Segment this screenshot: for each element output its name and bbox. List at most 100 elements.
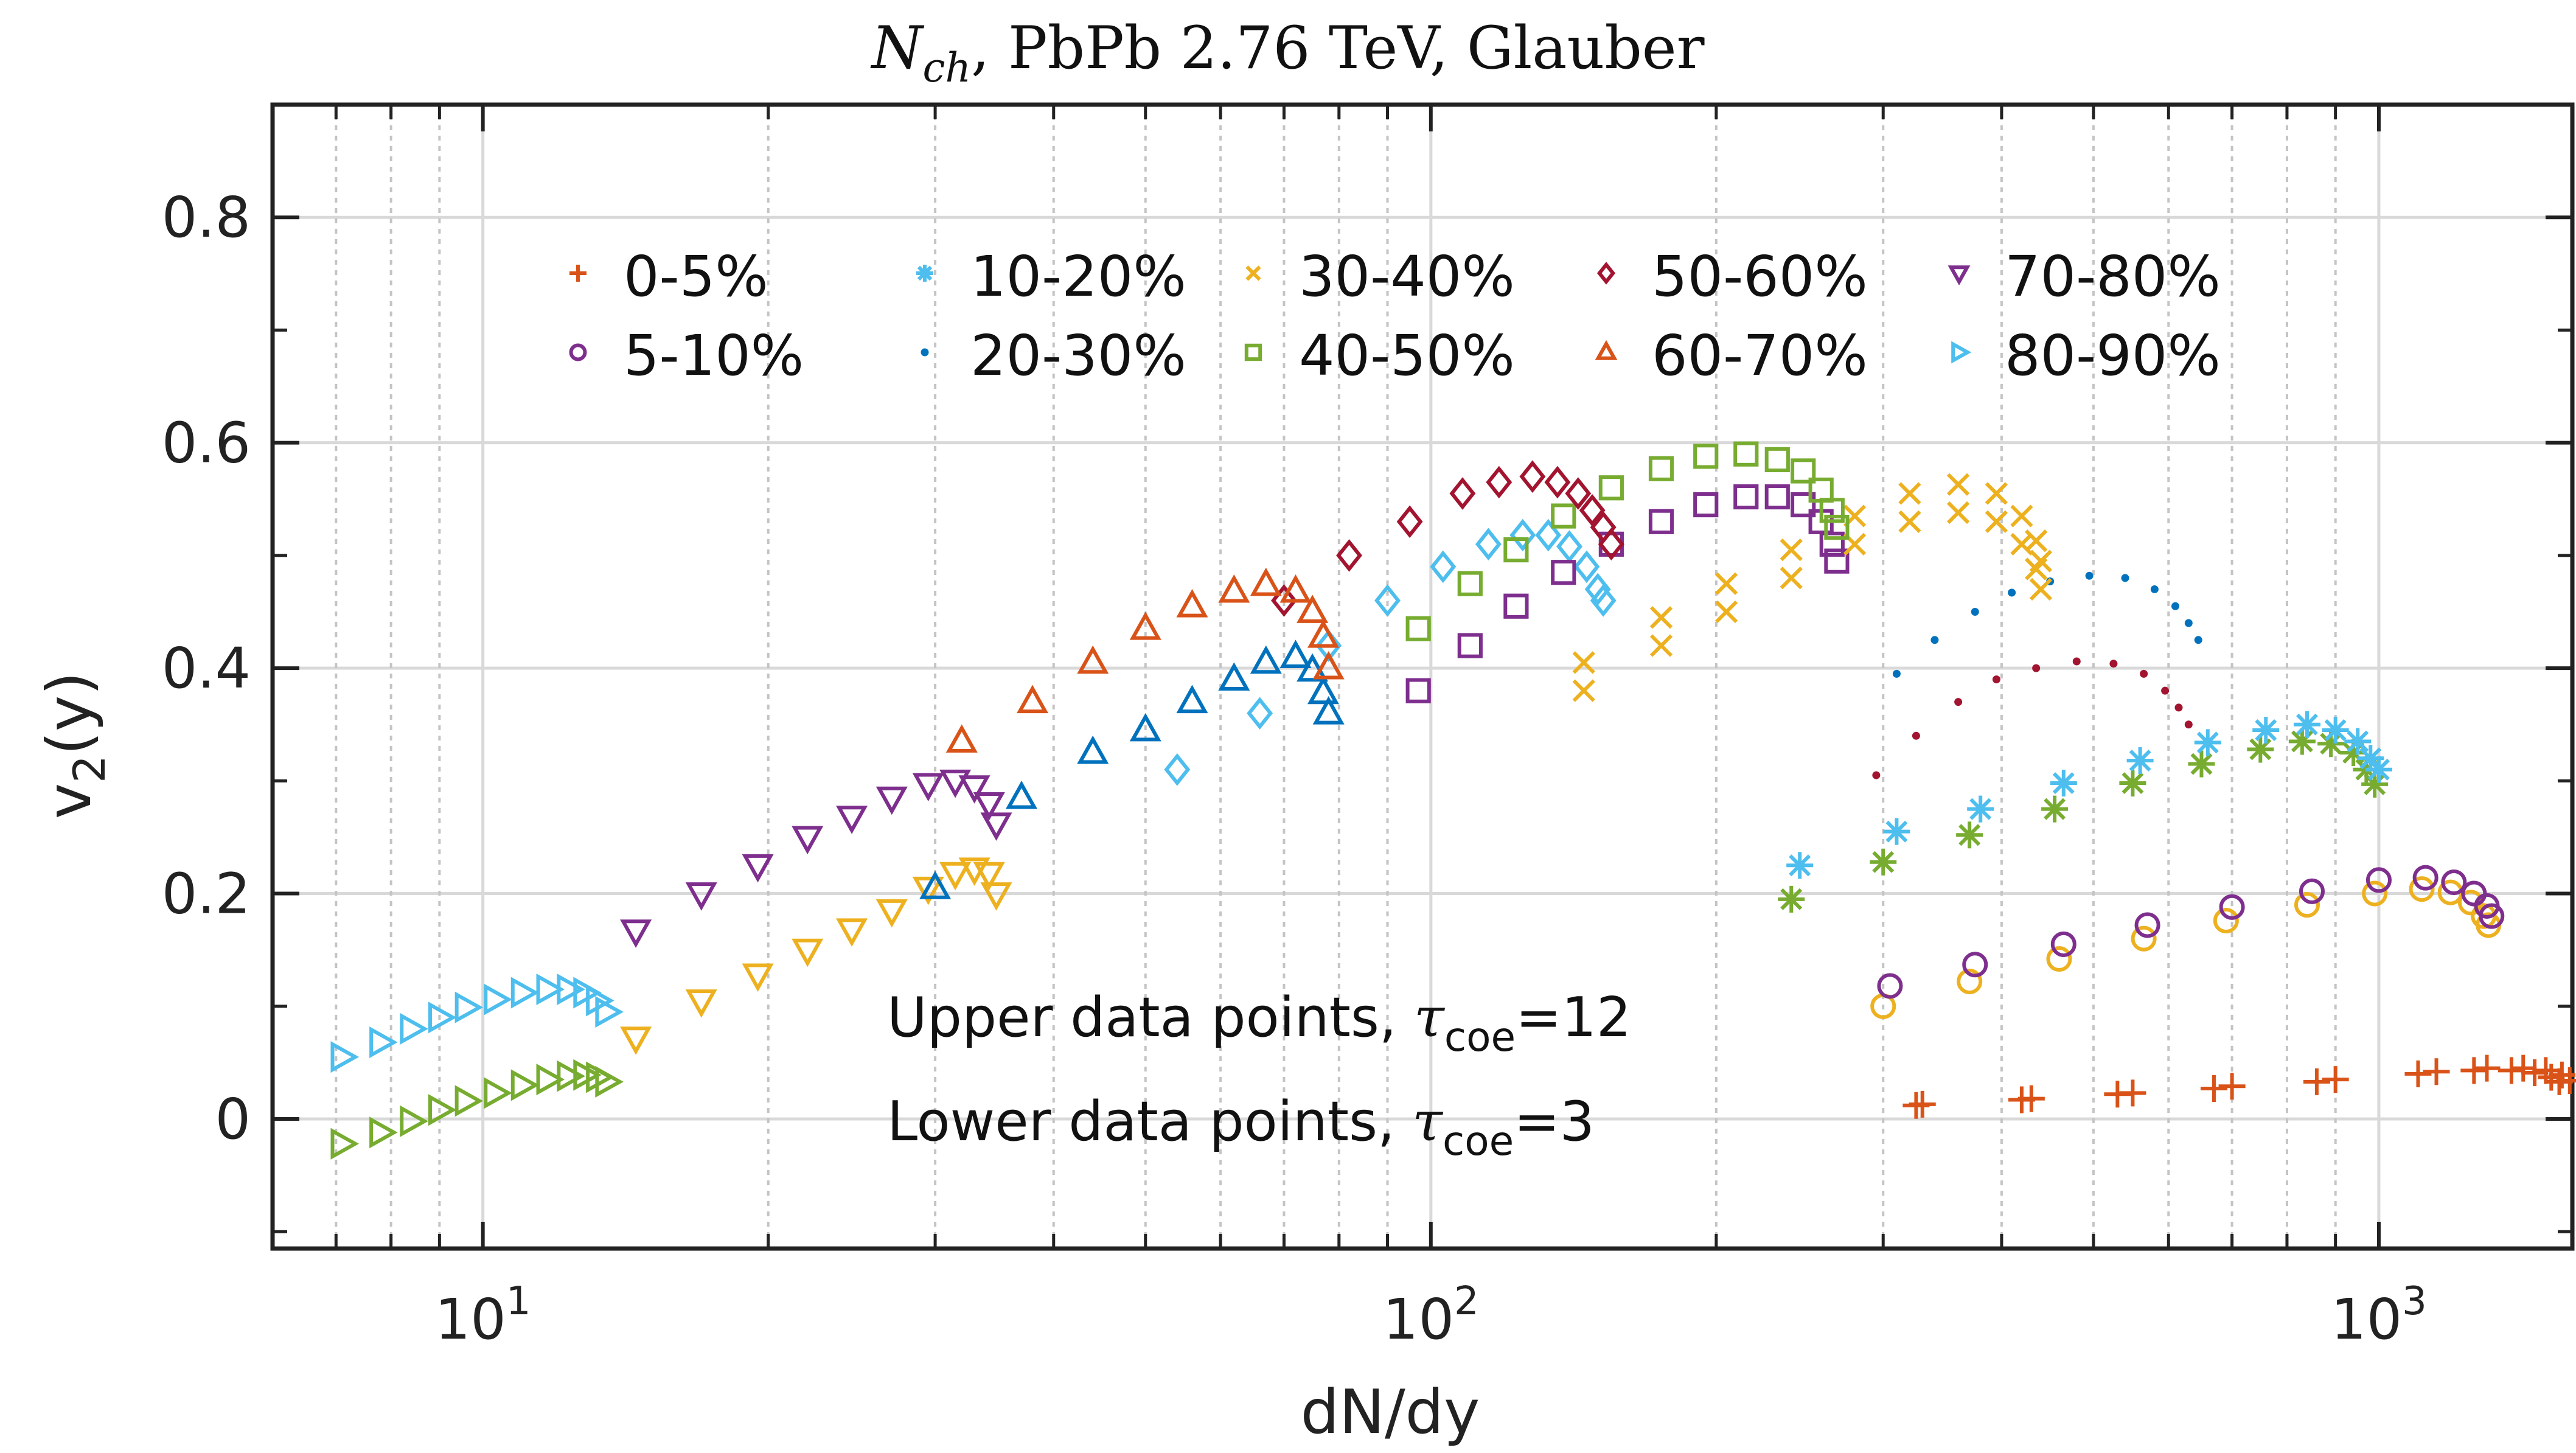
marker-plus (2498, 1057, 2525, 1084)
marker-square (1405, 616, 1431, 641)
title-main: N (871, 14, 925, 82)
marker-diamond (1486, 465, 1513, 499)
marker-x (1714, 572, 1738, 595)
marker-triangle-up (1077, 735, 1109, 764)
marker-circle (1957, 968, 1983, 995)
marker-triangle-up (1279, 639, 1312, 668)
marker-diamond (1556, 530, 1582, 563)
marker-triangle-right (428, 1094, 457, 1126)
series-70-80%-upper (620, 769, 1012, 948)
marker-star (2126, 747, 2154, 774)
marker-triangle-right (536, 1064, 565, 1096)
marker-point (1892, 669, 1901, 678)
series-80-90%-upper (330, 973, 624, 1073)
marker-star (1778, 885, 1805, 913)
legend-item: 60-70% (1595, 323, 1868, 388)
marker-triangle-up (1176, 685, 1208, 714)
marker-triangle-right (484, 983, 512, 1016)
marker-triangle-down (939, 769, 972, 798)
legend-label: 0-5% (624, 244, 768, 309)
marker-x (2029, 577, 2053, 601)
marker-triangle-down (958, 775, 990, 804)
marker-star (2317, 730, 2345, 758)
marker-plus (2303, 1068, 2330, 1095)
marker-diamond (1315, 629, 1342, 662)
marker-star (2293, 711, 2320, 738)
marker-plus (2119, 1079, 2146, 1107)
marker-diamond (1247, 697, 1273, 730)
marker-point (2194, 636, 2202, 644)
marker-triangle-up (1077, 645, 1109, 674)
legend-item: 5-10% (569, 323, 804, 388)
marker-triangle-down (973, 862, 1005, 891)
marker-triangle-right (510, 1069, 540, 1101)
marker-point (2085, 571, 2094, 580)
marker-diamond (1164, 753, 1191, 786)
marker-triangle-up (1312, 696, 1345, 725)
marker-triangle-up (1250, 567, 1282, 596)
marker-triangle-right (400, 1012, 428, 1045)
marker-circle (2479, 903, 2505, 929)
marker-plus (1909, 1090, 1936, 1118)
marker-x (1245, 265, 1261, 281)
marker-circle (569, 343, 587, 361)
marker-star (916, 265, 933, 282)
marker-triangle-up (1307, 619, 1339, 648)
marker-diamond (1565, 477, 1592, 510)
marker-diamond (1475, 528, 1502, 561)
marker-square (1598, 475, 1624, 501)
marker-square (1648, 456, 1674, 481)
marker-triangle-down (685, 882, 717, 911)
marker-plus (2460, 1057, 2488, 1084)
marker-point (2150, 585, 2159, 593)
marker-square (1598, 531, 1624, 557)
marker-circle (2294, 892, 2320, 918)
annotation-upper: Upper data points, τcoe=12 (887, 986, 1631, 1061)
legend-label: 80-90% (2005, 323, 2221, 388)
annotation-lower: Lower data points, τcoe=3 (887, 1090, 1595, 1165)
marker-plus (569, 265, 587, 282)
marker-star (2188, 750, 2215, 778)
series-0-5%-upper (1909, 1054, 2576, 1118)
marker-circle (2365, 867, 2392, 893)
marker-triangle-right (510, 977, 540, 1009)
marker-star (2322, 716, 2349, 744)
legend-item: 50-60% (1596, 244, 1868, 309)
marker-triangle-up (1218, 662, 1250, 691)
y-tick-label: 0 (215, 1087, 251, 1152)
legend-item: 40-50% (1244, 323, 1515, 388)
marker-star (2344, 728, 2372, 755)
y-tick-label: 0.6 (162, 411, 251, 476)
x-tick-label: 101 (435, 1279, 531, 1352)
y-tick-label: 0.8 (162, 185, 251, 250)
marker-star (2194, 729, 2221, 756)
series-10-20%-upper (1786, 711, 2392, 879)
marker-triangle-up (1129, 713, 1161, 742)
y-tick-labels: 0 0.2 0.4 0.6 0.8 (162, 185, 251, 1152)
marker-point (1954, 698, 1963, 706)
marker-triangle-down (980, 812, 1012, 841)
marker-triangle-right (330, 1041, 360, 1073)
marker-circle (2213, 907, 2239, 934)
x-tick-labels: 101 102 103 (435, 1279, 2427, 1352)
marker-plus (2532, 1057, 2560, 1084)
marker-square (1405, 678, 1431, 703)
marker-triangle-up (1129, 612, 1161, 640)
legend-item: 20-30% (921, 323, 1186, 388)
ylabel-sub: 2 (64, 755, 115, 783)
marker-diamond (1374, 584, 1401, 617)
marker-triangle-right (557, 1060, 585, 1092)
marker-triangle-right (536, 973, 565, 1006)
marker-star (1883, 818, 1910, 845)
marker-diamond (1598, 528, 1624, 561)
plot-frame (270, 102, 2575, 1251)
marker-triangle-up (1297, 653, 1329, 682)
marker-x (1985, 510, 2008, 533)
marker-triangle-right (330, 1127, 360, 1160)
marker-diamond (1271, 584, 1297, 617)
marker-diamond (1396, 505, 1423, 538)
legend-label: 5-10% (624, 323, 804, 388)
marker-star (2361, 770, 2389, 798)
marker-x (2029, 549, 2053, 573)
